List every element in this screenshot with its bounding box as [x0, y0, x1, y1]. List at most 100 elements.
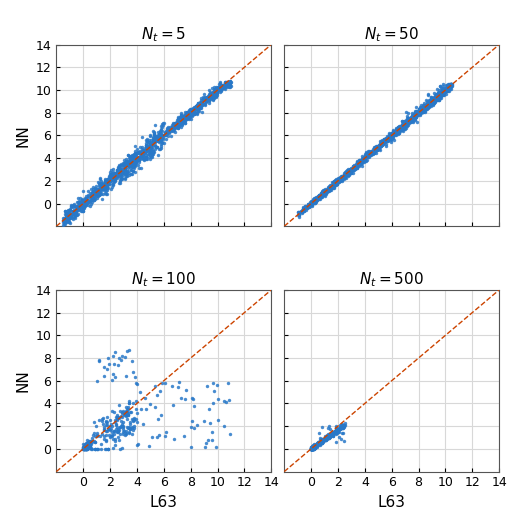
Point — [332, 180, 340, 189]
Point — [356, 157, 365, 165]
Point — [84, 440, 93, 448]
Point — [211, 89, 220, 97]
Point — [313, 439, 321, 447]
Point — [442, 87, 451, 95]
Point — [129, 368, 137, 376]
Point — [340, 171, 348, 180]
Point — [66, 214, 74, 223]
Point — [91, 188, 99, 196]
Point — [88, 190, 96, 198]
Point — [146, 146, 154, 154]
Point — [199, 94, 207, 103]
Point — [309, 441, 317, 450]
Point — [341, 172, 349, 181]
Point — [109, 443, 117, 452]
Point — [143, 144, 151, 152]
Point — [124, 167, 132, 176]
Point — [65, 208, 73, 216]
Point — [401, 119, 410, 127]
Point — [125, 423, 134, 431]
Point — [308, 444, 316, 452]
Point — [144, 143, 152, 151]
Point — [336, 173, 345, 182]
Point — [83, 442, 92, 451]
Point — [424, 98, 432, 106]
Point — [436, 93, 444, 101]
Point — [345, 167, 353, 175]
Point — [119, 170, 127, 179]
Point — [347, 165, 355, 173]
Point — [342, 173, 350, 182]
Point — [127, 170, 136, 178]
Point — [223, 378, 231, 387]
Point — [223, 79, 231, 87]
Point — [329, 182, 337, 190]
Point — [353, 158, 361, 167]
Point — [95, 187, 103, 195]
Point — [410, 112, 418, 121]
Point — [348, 165, 356, 173]
Point — [170, 124, 178, 132]
Point — [147, 153, 156, 161]
Point — [80, 445, 88, 453]
Point — [193, 101, 201, 109]
Point — [428, 97, 436, 105]
Point — [72, 202, 80, 210]
Point — [317, 192, 326, 201]
Point — [163, 124, 172, 132]
Point — [323, 431, 331, 440]
Point — [121, 164, 129, 172]
Point — [148, 139, 156, 148]
Point — [326, 183, 334, 192]
Point — [118, 168, 126, 176]
Point — [328, 430, 336, 438]
Point — [317, 438, 325, 446]
Point — [424, 99, 433, 107]
Point — [329, 183, 337, 192]
Point — [317, 439, 325, 447]
Point — [300, 205, 308, 214]
Point — [129, 154, 137, 162]
Point — [188, 107, 196, 116]
Point — [226, 81, 234, 89]
Point — [339, 423, 348, 431]
Point — [65, 218, 73, 226]
Point — [376, 141, 385, 149]
Point — [142, 152, 151, 161]
Point — [439, 86, 447, 94]
Point — [188, 104, 197, 112]
Point — [83, 439, 92, 447]
Point — [399, 123, 407, 131]
Point — [330, 181, 338, 189]
Point — [318, 439, 326, 447]
Point — [220, 397, 228, 405]
Point — [444, 84, 452, 92]
Point — [144, 153, 153, 161]
Point — [82, 441, 90, 450]
Point — [340, 421, 348, 430]
Point — [355, 157, 364, 166]
Point — [412, 108, 420, 117]
Point — [113, 422, 121, 431]
Point — [115, 354, 123, 363]
Point — [81, 441, 89, 450]
Point — [69, 201, 77, 210]
Point — [85, 438, 93, 446]
Point — [170, 119, 179, 127]
Point — [114, 427, 122, 435]
Point — [308, 443, 316, 451]
Point — [308, 443, 316, 451]
Point — [136, 155, 144, 163]
Point — [333, 427, 341, 435]
Point — [222, 80, 230, 88]
Point — [309, 443, 317, 451]
Point — [336, 424, 344, 432]
Point — [307, 445, 315, 453]
Point — [116, 423, 124, 431]
Point — [111, 418, 119, 427]
Point — [121, 163, 130, 171]
Point — [113, 427, 121, 435]
Point — [142, 152, 151, 161]
Point — [76, 200, 84, 209]
Point — [84, 198, 93, 206]
